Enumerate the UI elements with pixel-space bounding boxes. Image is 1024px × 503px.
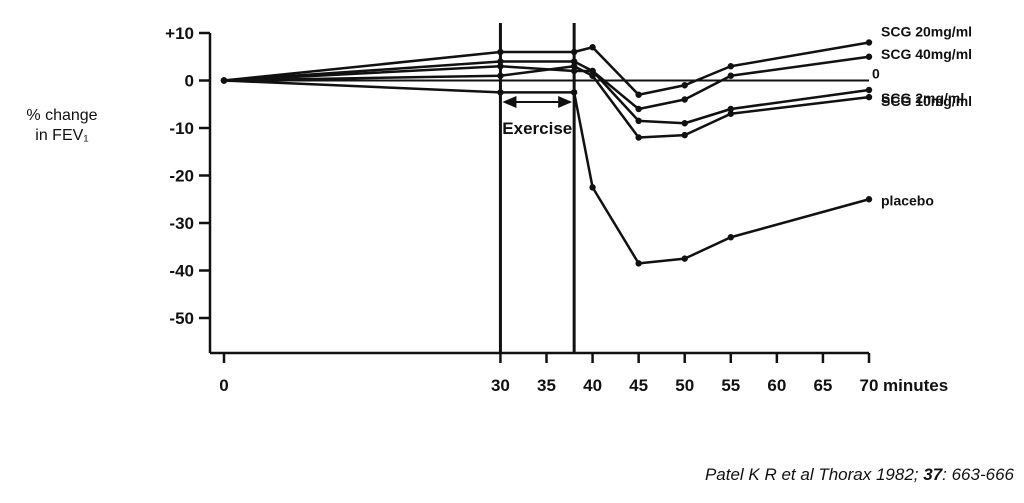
axes: +10 0 -10 -20 -30 -40 -50 0 30 35 40 45 50 55 60 65 70 mi…: [26, 24, 948, 395]
y-tick-label: 0: [185, 72, 194, 91]
data-point: [681, 96, 688, 103]
data-point: [497, 63, 504, 70]
x-tick-label: 0: [219, 376, 228, 395]
data-point: [681, 120, 688, 127]
citation: Patel K R et al Thorax 1982; 37: 663-666: [705, 465, 1014, 485]
data-point: [497, 89, 504, 96]
zero-line-label: 0: [872, 66, 880, 82]
x-tick-label: 55: [721, 376, 740, 395]
y-tick-label: -50: [169, 309, 194, 328]
data-point: [727, 110, 734, 117]
exercise-arrow-head-right: [558, 96, 573, 108]
data-point: [635, 134, 642, 141]
y-axis-label-line: in FEV₁: [35, 127, 88, 144]
series-scg-2mg-ml: [220, 63, 873, 127]
data-point: [570, 48, 578, 56]
data-point: [635, 91, 642, 98]
data-point: [635, 260, 642, 267]
x-tick-label: 60: [767, 376, 786, 395]
data-point: [865, 39, 873, 46]
series-lines: [220, 39, 873, 267]
data-point: [589, 72, 596, 79]
x-tick-label: 50: [675, 376, 694, 395]
x-axis-unit-label: minutes: [883, 376, 948, 395]
data-point: [865, 93, 873, 101]
series-line: [223, 41, 870, 96]
data-point: [727, 234, 734, 241]
data-point: [570, 89, 578, 96]
series-placebo: [220, 77, 873, 267]
series-line: [223, 55, 870, 111]
data-point: [589, 44, 596, 51]
data-point: [865, 196, 873, 203]
x-tick-label: 30: [491, 376, 510, 395]
series-label: placebo: [881, 192, 934, 208]
exercise-arrow-head-left: [502, 96, 517, 108]
series-line: [223, 79, 870, 265]
data-point: [220, 77, 228, 84]
x-tick-label: 65: [813, 376, 832, 395]
data-point: [570, 63, 578, 70]
data-point: [865, 86, 873, 94]
citation-prefix: Patel K R et al Thorax 1982;: [704, 465, 924, 484]
y-axis-label: % change in FEV₁: [26, 107, 97, 144]
x-tick-label: 45: [629, 376, 648, 395]
exercise-label: Exercise: [502, 119, 572, 138]
data-point: [681, 82, 688, 89]
data-point: [681, 255, 688, 262]
series-label: SCG 40mg/ml: [881, 46, 972, 62]
series-line: [223, 65, 870, 125]
series-label: SCG 2mg/ml: [881, 90, 964, 106]
data-point: [497, 58, 504, 65]
y-tick-label: -20: [169, 167, 194, 186]
data-point: [570, 58, 578, 65]
exercise-period: Exercise: [498, 23, 576, 353]
data-point: [635, 117, 642, 125]
series-line: [223, 65, 870, 139]
x-tick-label: 35: [537, 376, 556, 395]
data-point: [570, 67, 578, 75]
citation-pages: : 663-666: [942, 465, 1014, 484]
y-tick-label: -10: [169, 119, 194, 138]
x-tick-label: 40: [583, 376, 602, 395]
data-point: [727, 105, 734, 113]
y-tick-label: -40: [169, 262, 194, 281]
y-axis-label-line: % change: [26, 107, 97, 124]
series-label: SCG 10mg/ml: [881, 93, 972, 109]
data-point: [497, 72, 504, 79]
citation-volume: 37: [923, 465, 943, 484]
x-tick-label: 70: [860, 376, 879, 395]
data-point: [497, 48, 504, 56]
data-point: [589, 67, 596, 75]
data-point: [589, 184, 596, 191]
data-point: [635, 105, 642, 113]
data-point: [681, 131, 688, 139]
data-point: [727, 72, 734, 79]
series-label: SCG 20mg/ml: [881, 24, 972, 40]
y-tick-label: -30: [169, 214, 194, 233]
data-point: [865, 53, 873, 60]
data-point: [727, 63, 734, 70]
y-tick-label: +10: [165, 24, 194, 43]
